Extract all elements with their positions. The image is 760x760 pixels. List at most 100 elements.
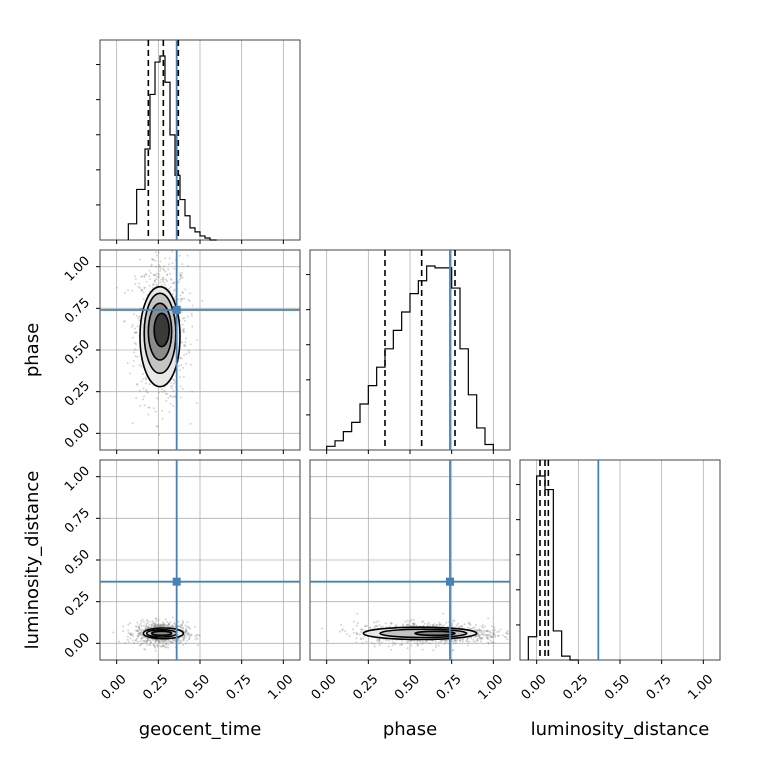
sample-point <box>146 639 149 642</box>
sample-point <box>140 634 143 637</box>
sample-point <box>453 638 456 641</box>
hist-bin <box>477 428 485 450</box>
sample-point <box>469 623 472 626</box>
sample-point <box>132 359 135 362</box>
sample-point <box>154 649 157 652</box>
sample-point <box>162 624 165 627</box>
sample-point <box>474 628 477 631</box>
x-tick-label: 0.25 <box>140 672 171 703</box>
sample-point <box>468 640 471 643</box>
sample-point <box>432 649 435 652</box>
x-tick-label: 1.00 <box>685 672 716 703</box>
sample-point <box>182 636 185 639</box>
sample-point <box>144 273 147 276</box>
sample-point <box>493 629 496 632</box>
sample-point <box>160 624 163 627</box>
y-tick-label: 0.75 <box>62 505 93 536</box>
sample-point <box>159 623 162 626</box>
sample-point <box>412 622 415 625</box>
sample-point <box>179 385 182 388</box>
sample-point <box>454 639 457 642</box>
sample-point <box>146 641 149 644</box>
y-tick-label: 0.25 <box>62 589 93 620</box>
sample-point <box>429 624 432 627</box>
sample-point <box>150 638 153 641</box>
sample-point <box>150 247 152 249</box>
sample-point <box>453 619 456 622</box>
sample-point <box>139 631 142 634</box>
sample-point <box>472 640 475 643</box>
sample-point <box>180 274 183 277</box>
sample-point <box>134 629 137 632</box>
sample-point <box>133 641 136 644</box>
sample-point <box>445 639 448 642</box>
sample-point <box>373 645 376 648</box>
sample-point <box>370 641 373 644</box>
sample-point <box>390 648 393 651</box>
x-tick-label: 0.75 <box>644 672 675 703</box>
sample-point <box>179 300 182 303</box>
sample-point <box>463 623 466 626</box>
sample-point <box>477 635 480 638</box>
sample-point <box>165 643 168 646</box>
sample-point <box>172 639 175 642</box>
sample-point <box>189 292 192 295</box>
sample-point <box>388 639 391 642</box>
sample-point <box>152 621 155 624</box>
contour-line <box>150 630 173 637</box>
sample-point <box>163 644 166 647</box>
sample-point <box>523 636 525 638</box>
sample-point <box>160 246 162 248</box>
sample-point <box>139 287 142 290</box>
sample-point <box>149 620 152 623</box>
sample-point <box>161 409 164 412</box>
sample-point <box>135 630 138 633</box>
sample-point <box>169 395 172 398</box>
sample-point <box>493 628 496 631</box>
sample-point <box>132 351 135 354</box>
sample-point <box>182 375 185 378</box>
sample-point <box>194 625 197 628</box>
sample-point <box>465 639 468 642</box>
sample-point <box>476 630 479 633</box>
sample-point <box>183 634 186 637</box>
hist-bin <box>553 631 561 660</box>
sample-point <box>352 620 355 623</box>
sample-point <box>159 624 162 627</box>
sample-point <box>174 638 177 641</box>
sample-point <box>479 637 482 640</box>
sample-point <box>180 341 183 344</box>
hist-bin <box>410 294 418 450</box>
sample-point <box>487 630 490 633</box>
sample-point <box>137 634 140 637</box>
sample-point <box>159 267 162 270</box>
sample-point <box>420 643 423 646</box>
sample-point <box>178 278 181 281</box>
sample-point <box>466 638 469 641</box>
sample-point <box>178 625 181 628</box>
sample-point <box>440 623 443 626</box>
sample-point <box>187 626 190 629</box>
sample-point <box>474 640 477 643</box>
sample-point <box>170 381 173 384</box>
sample-point <box>163 640 166 643</box>
sample-point <box>427 621 430 624</box>
sample-point <box>127 632 130 635</box>
sample-point <box>169 385 172 388</box>
sample-point <box>195 401 198 404</box>
sample-point <box>444 639 447 642</box>
sample-point <box>154 623 157 626</box>
sample-point <box>341 629 344 632</box>
sample-point <box>161 644 164 647</box>
sample-point <box>481 633 484 636</box>
sample-point <box>129 633 132 636</box>
sample-point <box>476 637 479 640</box>
density-fill <box>154 313 170 347</box>
sample-point <box>138 644 141 647</box>
y-tick-label: 0.00 <box>62 420 93 451</box>
sample-point <box>150 265 153 268</box>
sample-point <box>378 639 381 642</box>
sample-point <box>171 282 174 285</box>
sample-point <box>356 622 359 625</box>
sample-point <box>170 640 173 643</box>
